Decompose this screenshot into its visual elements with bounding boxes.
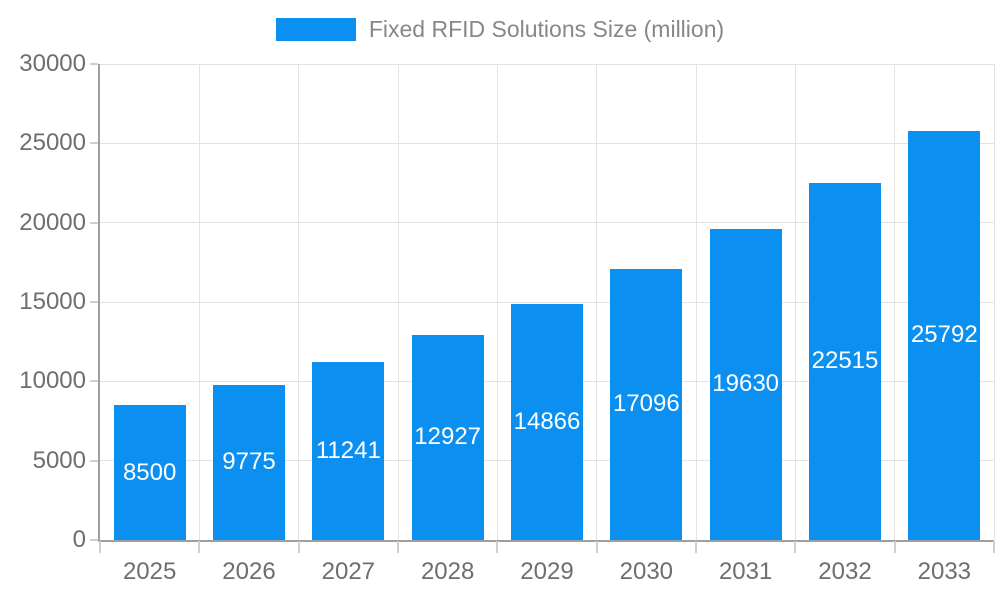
x-axis-line <box>98 540 994 542</box>
x-axis-tick-label: 2029 <box>520 558 574 585</box>
gridline-vertical <box>298 64 300 540</box>
gridline-vertical <box>496 64 498 540</box>
y-tick-mark <box>90 63 98 65</box>
x-tick-mark <box>993 541 995 553</box>
bar-value-label: 12927 <box>414 423 482 451</box>
x-tick-mark <box>794 541 797 553</box>
bar-2025[interactable]: 8500 <box>113 405 186 540</box>
bar-2032[interactable]: 22515 <box>809 182 881 540</box>
gridline-vertical <box>894 64 896 540</box>
bar-2026[interactable]: 9775 <box>213 384 285 540</box>
bar-value-label: 19630 <box>712 370 780 398</box>
gridline-horizontal <box>100 301 994 303</box>
x-axis-tick-label: 2025 <box>122 558 177 585</box>
y-tick-mark <box>90 380 98 383</box>
x-tick-mark <box>397 541 399 553</box>
gridline-vertical <box>397 64 399 540</box>
bar-2030[interactable]: 17096 <box>610 268 683 540</box>
y-tick-mark <box>90 539 98 541</box>
x-tick-mark <box>695 541 697 553</box>
bar-2031[interactable]: 19630 <box>709 228 782 540</box>
bar-value-label: 8500 <box>122 458 177 486</box>
gridline-horizontal <box>100 222 994 224</box>
bar-value-label: 11241 <box>315 436 381 464</box>
gridline-vertical <box>198 64 200 540</box>
bar-2029[interactable]: 14866 <box>511 304 583 540</box>
legend[interactable]: Fixed RFID Solutions Size (million) <box>0 16 1000 43</box>
x-tick-mark <box>99 541 101 553</box>
plot-area: 0 5000 10000 15000 20000 25000 30000 8500 2025 97… <box>19 50 995 585</box>
bar-value-label: 25792 <box>910 321 978 349</box>
legend-label: Fixed RFID Solutions Size (million) <box>368 16 725 42</box>
x-axis-tick-label: 2028 <box>420 558 475 585</box>
gridline-vertical <box>993 64 995 540</box>
y-axis-tick-label: 30000 <box>19 50 86 77</box>
x-tick-mark <box>297 541 300 553</box>
y-axis-tick-label: 10000 <box>19 367 86 395</box>
legend-swatch-icon <box>275 18 356 41</box>
y-tick-mark <box>90 142 98 145</box>
bar-2033[interactable]: 25792 <box>908 130 981 540</box>
x-tick-mark <box>198 541 201 553</box>
bar-value-label: 9775 <box>222 448 276 476</box>
y-axis-tick-label: 20000 <box>19 208 86 236</box>
gridline-horizontal <box>100 63 994 65</box>
bar-value-label: 14866 <box>513 408 581 436</box>
y-axis-tick-label: 5000 <box>32 446 86 474</box>
gridline-vertical <box>596 64 598 540</box>
y-axis-tick-label: 0 <box>72 526 86 553</box>
x-axis-tick-label: 2031 <box>718 558 773 585</box>
bar-value-label: 22515 <box>811 347 879 375</box>
x-axis-tick-label: 2032 <box>818 558 872 585</box>
x-axis-tick-label: 2030 <box>619 558 674 585</box>
y-tick-mark <box>90 459 98 462</box>
x-axis-tick-label: 2033 <box>917 558 972 585</box>
gridline-horizontal <box>100 142 994 144</box>
x-axis-tick-label: 2026 <box>222 558 276 585</box>
y-axis-tick-label: 15000 <box>19 288 86 315</box>
bar-2027[interactable]: 11241 <box>312 361 385 540</box>
gridline-vertical <box>794 64 796 540</box>
x-tick-mark <box>595 541 598 553</box>
gridline-vertical <box>695 64 697 540</box>
y-tick-mark <box>90 221 98 224</box>
y-axis-tick-label: 25000 <box>19 129 86 157</box>
y-axis-line <box>98 64 100 540</box>
bar-value-label: 17096 <box>612 390 680 418</box>
x-tick-mark <box>496 541 499 553</box>
bar-2028[interactable]: 12927 <box>411 334 484 540</box>
x-tick-mark <box>893 541 896 553</box>
y-tick-mark <box>90 301 98 303</box>
x-axis-tick-label: 2027 <box>321 558 376 585</box>
